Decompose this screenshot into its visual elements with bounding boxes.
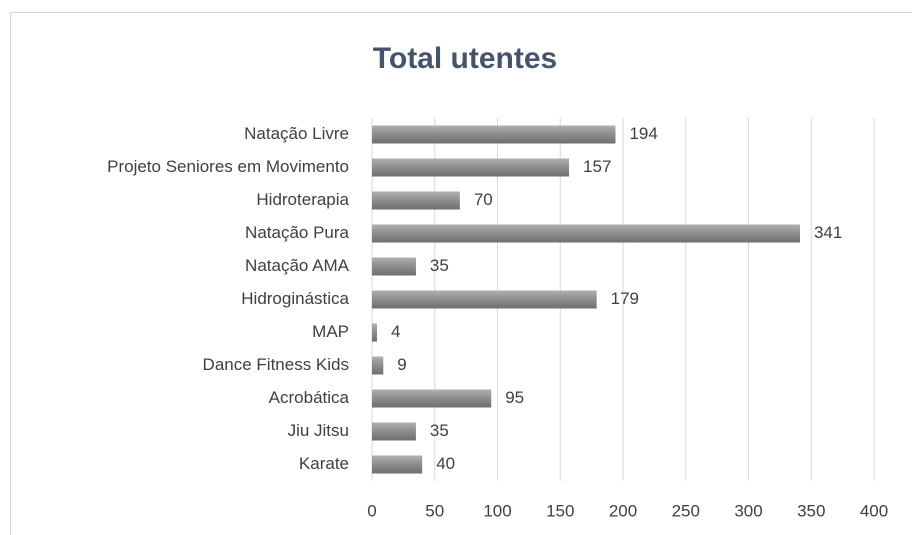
y-tick-label: Natação Livre <box>244 124 349 143</box>
bar <box>372 356 384 375</box>
x-tick-label: 50 <box>425 501 444 520</box>
bar <box>372 455 423 474</box>
x-tick-label: 350 <box>797 501 825 520</box>
y-tick-label: MAP <box>312 322 349 341</box>
x-tick-label: 200 <box>609 501 637 520</box>
bar <box>372 125 616 144</box>
y-tick-label: Hidroginástica <box>241 289 349 308</box>
data-label: 40 <box>436 454 455 473</box>
y-tick-label: Projeto Seniores em Movimento <box>107 157 349 176</box>
data-label: 70 <box>474 190 493 209</box>
data-label: 9 <box>397 355 406 374</box>
y-tick-label: Natação AMA <box>245 256 350 275</box>
x-tick-label: 0 <box>367 501 376 520</box>
data-label: 95 <box>505 388 524 407</box>
x-tick-label: 400 <box>860 501 888 520</box>
data-label: 157 <box>583 157 611 176</box>
bar <box>372 224 800 243</box>
bar <box>372 422 416 441</box>
bar <box>372 257 416 276</box>
data-label: 35 <box>430 256 449 275</box>
data-label: 179 <box>611 289 639 308</box>
bar <box>372 290 597 309</box>
y-tick-label: Natação Pura <box>245 223 349 242</box>
data-label: 194 <box>629 124 657 143</box>
bar <box>372 158 570 177</box>
y-tick-label: Jiu Jitsu <box>288 421 349 440</box>
y-tick-label: Dance Fitness Kids <box>203 355 349 374</box>
bar <box>372 323 378 342</box>
data-label: 4 <box>391 322 400 341</box>
y-tick-label: Karate <box>299 454 349 473</box>
y-tick-label: Acrobática <box>269 388 350 407</box>
x-tick-label: 100 <box>483 501 511 520</box>
x-tick-label: 250 <box>672 501 700 520</box>
x-tick-label: 300 <box>734 501 762 520</box>
y-tick-label: Hidroterapia <box>256 190 349 209</box>
data-label: 35 <box>430 421 449 440</box>
chart-title: Total utentes <box>373 42 557 75</box>
chart-border <box>10 12 912 535</box>
x-tick-label: 150 <box>546 501 574 520</box>
bar <box>372 389 492 408</box>
data-label: 341 <box>814 223 842 242</box>
bar <box>372 191 460 210</box>
